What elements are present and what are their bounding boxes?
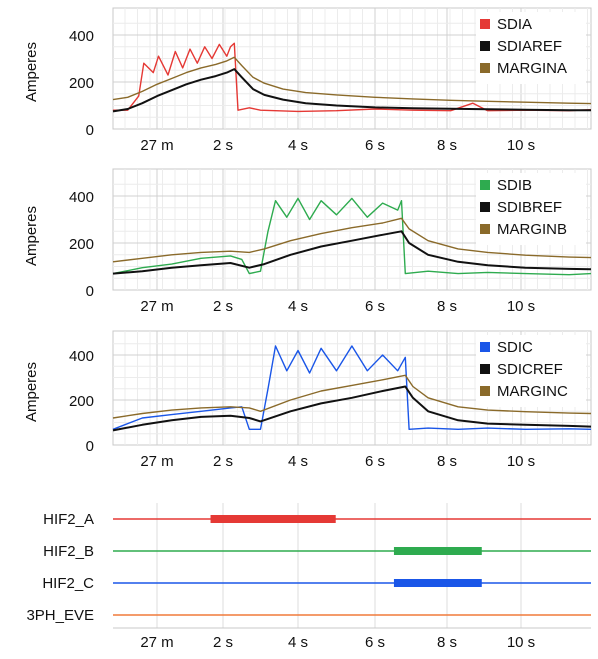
legend-swatch: [480, 63, 490, 73]
y-tick-label: 0: [86, 283, 94, 300]
x-tick-label: 2 s: [213, 634, 233, 651]
digital-timeline-panel: HIF2_A HIF2_B HIF2_C 3PH_EVE 27 m 2 s 4 s 6 s 8 …: [26, 503, 591, 651]
x-tick-label: 8 s: [437, 298, 457, 315]
legend: SDIC SDICREF MARGINC: [476, 335, 586, 407]
x-tick-label: 6 s: [365, 634, 385, 651]
y-tick-label: 400: [69, 348, 94, 365]
y-tick-label: 200: [69, 393, 94, 410]
x-tick-label: 2 s: [213, 453, 233, 470]
y-tick-label: 400: [69, 189, 94, 206]
legend-swatch: [480, 202, 490, 212]
x-tick-label: 4 s: [288, 137, 308, 154]
x-tick-label: 27 m: [140, 137, 173, 154]
x-tick-label: 10 s: [507, 298, 535, 315]
timeline-label: HIF2_B: [43, 543, 94, 560]
legend-background: [476, 335, 586, 407]
legend-swatch: [480, 342, 490, 352]
legend: SDIA SDIAREF MARGINA: [476, 12, 586, 84]
legend-label: MARGINA: [497, 60, 567, 77]
asserted-bar-hif2_b: [393, 547, 482, 555]
x-tick-label: 8 s: [437, 453, 457, 470]
legend-label: SDIC: [497, 339, 533, 356]
asserted-bar-hif2_c: [393, 579, 482, 587]
y-tick-label: 200: [69, 75, 94, 92]
y-tick-label: 0: [86, 438, 94, 455]
x-tick-label: 10 s: [507, 137, 535, 154]
x-tick-label: 27 m: [140, 453, 173, 470]
series-line-marginb: [112, 217, 592, 263]
series-line-marginc: [112, 374, 592, 419]
x-tick-label: 8 s: [437, 634, 457, 651]
legend-swatch: [480, 224, 490, 234]
series-line-sdiaref: [112, 68, 591, 113]
x-tick-label: 4 s: [288, 453, 308, 470]
legend-background: [476, 173, 586, 245]
x-tick-label: 2 s: [213, 137, 233, 154]
timeline-label: 3PH_EVE: [26, 607, 94, 624]
series-line-sdibref: [112, 230, 592, 275]
legend-label: SDIA: [497, 16, 532, 33]
series-line-sdib: [112, 197, 592, 276]
legend-label: SDIB: [497, 177, 532, 194]
timeline-label: HIF2_A: [43, 511, 94, 528]
series-line-margina: [112, 56, 592, 105]
legend-label: SDIAREF: [497, 38, 562, 55]
x-tick-label: 27 m: [140, 298, 173, 315]
y-axis-label: Amperes: [23, 206, 40, 266]
legend-swatch: [480, 180, 490, 190]
y-tick-label: 0: [86, 122, 94, 139]
y-tick-label: 200: [69, 236, 94, 253]
timeline-area: [113, 503, 591, 628]
x-tick-label: 6 s: [365, 298, 385, 315]
x-tick-label: 4 s: [288, 634, 308, 651]
asserted-bar-hif2_a: [210, 515, 336, 523]
legend-swatch: [480, 41, 490, 51]
y-axis-label: Amperes: [23, 362, 40, 422]
y-axis-label: Amperes: [23, 42, 40, 102]
legend-label: MARGINC: [497, 383, 568, 400]
x-tick-label: 4 s: [288, 298, 308, 315]
x-tick-label: 27 m: [140, 634, 173, 651]
x-tick-label: 10 s: [507, 453, 535, 470]
x-tick-label: 6 s: [365, 453, 385, 470]
x-tick-label: 8 s: [437, 137, 457, 154]
legend-label: SDICREF: [497, 361, 563, 378]
legend-swatch: [480, 386, 490, 396]
legend-label: SDIBREF: [497, 199, 562, 216]
legend: SDIB SDIBREF MARGINB: [476, 173, 586, 245]
legend-label: MARGINB: [497, 221, 567, 238]
x-tick-label: 6 s: [365, 137, 385, 154]
x-tick-label: 2 s: [213, 298, 233, 315]
legend-swatch: [480, 19, 490, 29]
x-tick-label: 10 s: [507, 634, 535, 651]
legend-background: [476, 12, 586, 84]
series-line-sdicref: [112, 385, 592, 432]
timeline-label: HIF2_C: [42, 575, 94, 592]
legend-swatch: [480, 364, 490, 374]
y-tick-label: 400: [69, 28, 94, 45]
